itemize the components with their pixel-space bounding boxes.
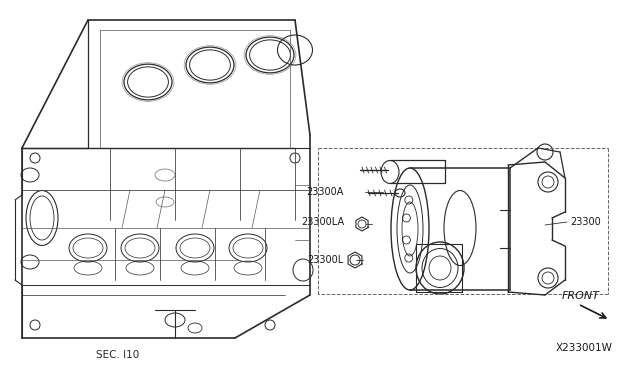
Text: FRONT: FRONT xyxy=(562,291,600,301)
Text: SEC. I10: SEC. I10 xyxy=(97,350,140,360)
Text: 23300LA: 23300LA xyxy=(301,217,344,227)
Text: X233001W: X233001W xyxy=(556,343,613,353)
Text: 23300: 23300 xyxy=(570,217,601,227)
Text: 23300L: 23300L xyxy=(308,255,344,265)
Text: 23300A: 23300A xyxy=(307,187,344,197)
